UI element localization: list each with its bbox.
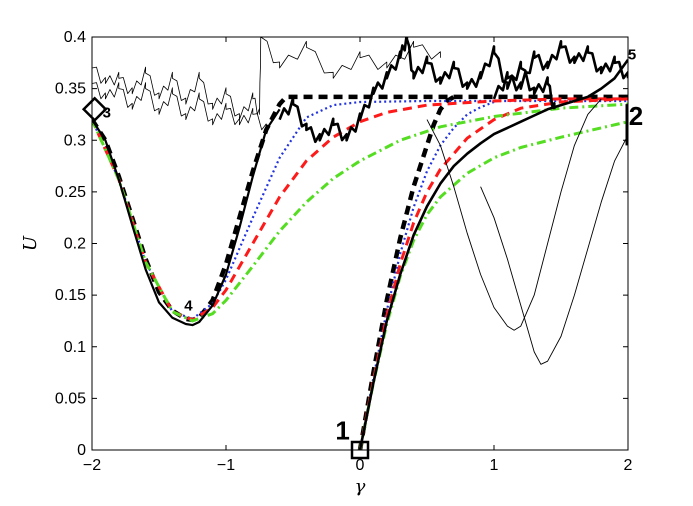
series-line-green-dashdot	[92, 102, 628, 323]
y-tick-label: 0.25	[55, 184, 86, 201]
marker-layer	[81, 96, 370, 460]
series-line-red-dashed	[92, 97, 628, 322]
annotation-label: 5	[628, 47, 636, 64]
series-line-black-solid-thick	[358, 58, 628, 450]
x-tick-label: −2	[83, 457, 101, 474]
x-tick-label: 0	[356, 457, 365, 474]
x-axis-label: γ	[355, 476, 366, 497]
x-tick-label: 2	[624, 457, 633, 474]
series-line-black-noisy-thin	[92, 37, 441, 120]
axis-layer: −2 −1 0 1 200.050.10.150.20.250.30.350.4	[55, 29, 633, 474]
annotation-label: 1	[335, 416, 349, 446]
y-axis-label: U	[20, 235, 41, 251]
series-line-black-noisy-thick	[492, 40, 628, 100]
series-line-black-noisy-thin	[92, 82, 267, 131]
series-line-black-solid-thin	[480, 134, 628, 365]
annotation-label: 3	[103, 105, 111, 122]
y-tick-label: 0.05	[55, 390, 86, 407]
y-tick-label: 0	[77, 442, 86, 459]
diamond-marker	[81, 96, 108, 123]
y-tick-label: 0.1	[64, 339, 86, 356]
y-tick-label: 0.35	[55, 81, 86, 98]
annotation-label: 2	[629, 101, 643, 131]
annotation-label: 4	[184, 298, 193, 315]
series-line-blue-dotted	[358, 100, 495, 450]
series-layer	[92, 37, 628, 450]
x-tick-label: −1	[217, 457, 235, 474]
x-tick-label: 1	[490, 457, 499, 474]
y-tick-label: 0.15	[55, 287, 86, 304]
series-line-black-solid	[92, 108, 281, 327]
series-line-black-dashed-thick	[357, 94, 455, 450]
y-tick-label: 0.2	[64, 236, 86, 253]
series-line-black-solid-thin	[426, 98, 602, 331]
series-line-black-dashed-thick	[92, 94, 628, 323]
series-line-green-dashdot	[358, 120, 628, 450]
annotation-layer: 1 2 3 4 5	[103, 47, 644, 446]
series-line-blue-dotted	[92, 99, 628, 320]
y-tick-label: 0.4	[64, 29, 86, 46]
y-tick-label: 0.3	[64, 132, 86, 149]
